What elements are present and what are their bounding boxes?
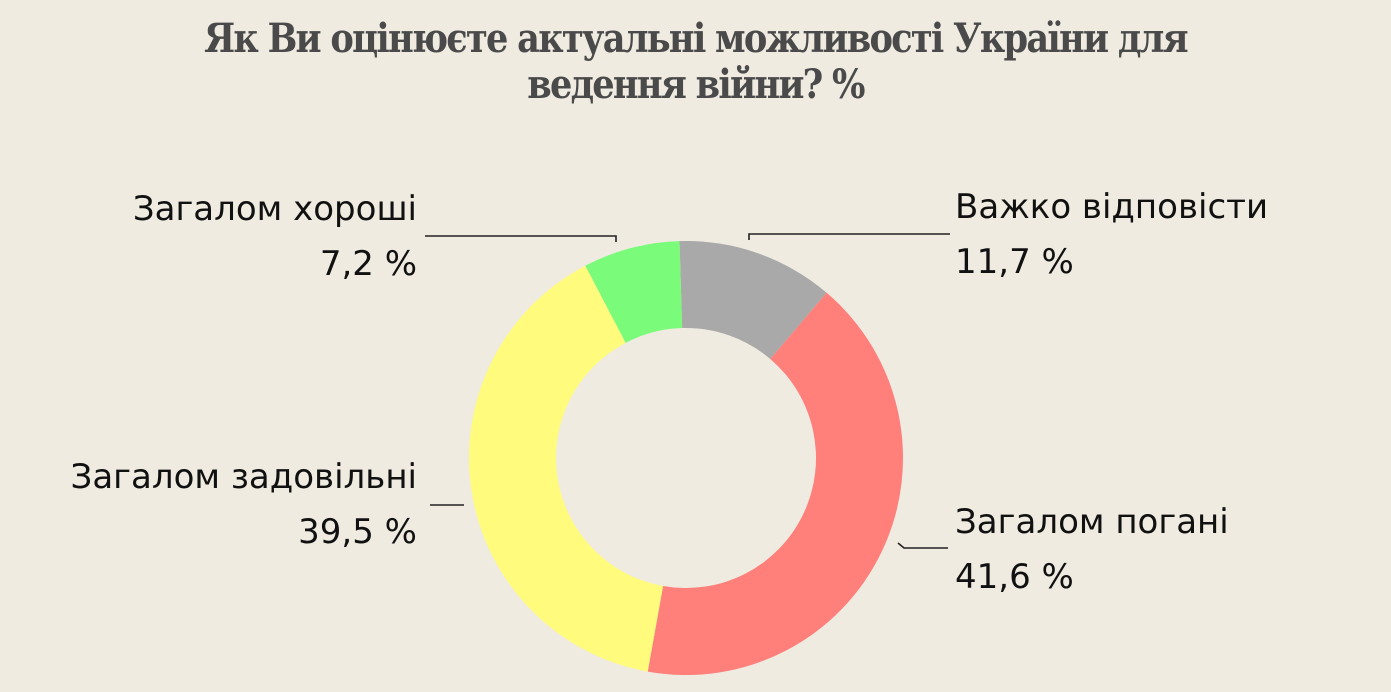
label-satisfactory-name: Загалом задовільні xyxy=(70,457,417,497)
label-satisfactory-value: 39,5 % xyxy=(298,512,417,552)
label-bad: Загалом погані 41,6 % xyxy=(955,495,1229,605)
label-difficult-value: 11,7 % xyxy=(955,242,1074,282)
slice-bad xyxy=(647,292,903,676)
label-difficult: Важко відповісти 11,7 % xyxy=(955,180,1268,290)
label-good: Загалом хороші 7,2 % xyxy=(133,182,417,292)
slice-good xyxy=(585,241,683,343)
label-satisfactory: Загалом задовільні 39,5 % xyxy=(71,450,417,560)
label-good-name: Загалом хороші xyxy=(132,189,417,229)
donut-slices xyxy=(468,241,903,676)
chart-title-line-2: ведення війни? % xyxy=(527,61,865,108)
leader-lines xyxy=(425,233,950,549)
chart-title-line-1: Як Ви оцінюєте актуальні можливості Укра… xyxy=(204,15,1188,62)
leader-line-good xyxy=(425,235,617,242)
label-bad-name: Загалом погані xyxy=(955,502,1229,542)
label-good-value: 7,2 % xyxy=(319,244,417,284)
slice-difficult xyxy=(679,241,827,360)
leader-line-bad xyxy=(897,542,948,549)
slice-satisfactory xyxy=(468,265,664,672)
label-difficult-name: Важко відповісти xyxy=(955,187,1269,227)
label-bad-value: 41,6 % xyxy=(955,557,1074,597)
chart-title: Як Ви оцінюєте актуальні можливості Укра… xyxy=(83,16,1307,108)
leader-line-difficult xyxy=(748,233,950,240)
